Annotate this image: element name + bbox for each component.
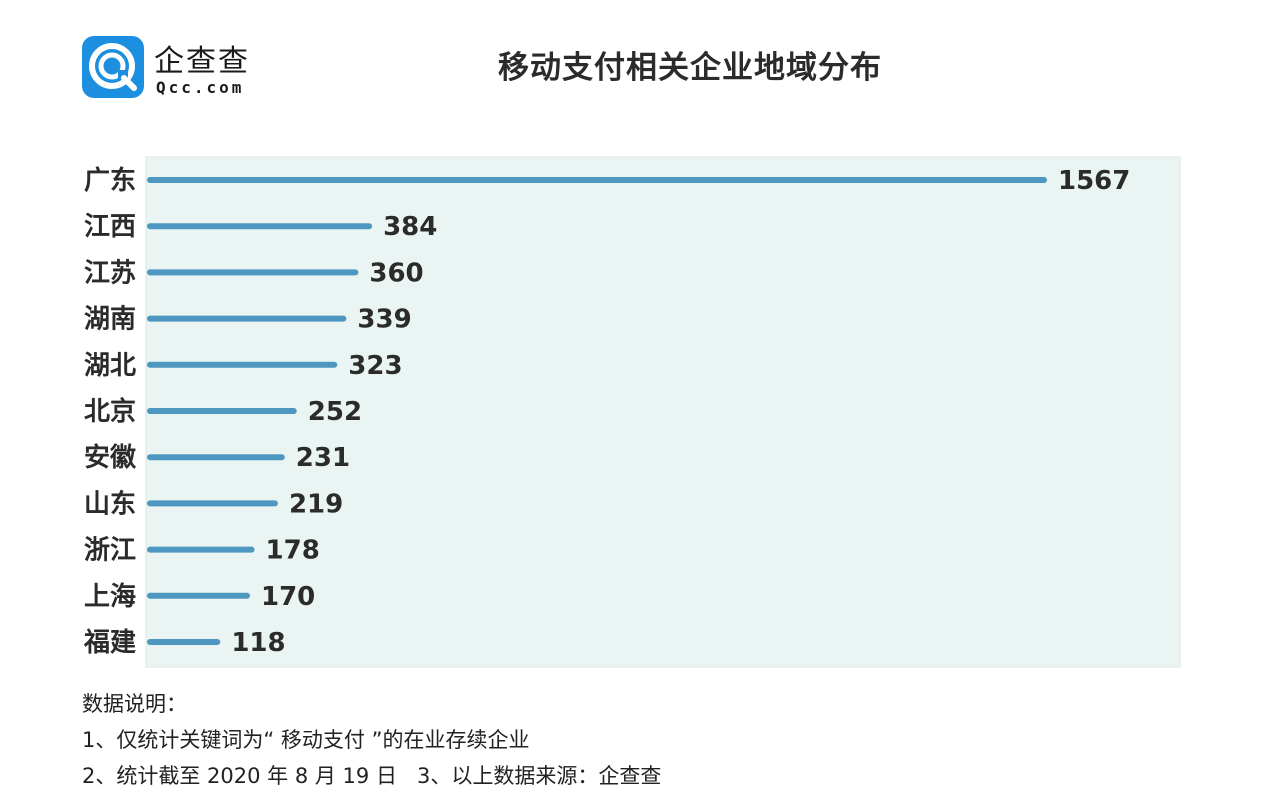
value-label-10: 118	[231, 628, 285, 658]
category-label-8: 浙江	[84, 536, 136, 566]
brand-domain: Qcc.com	[156, 78, 245, 97]
bar-chart: 广东 1567 江西 384 江苏 360 湖南 339 湖北 323 北京 252 安徽 231 山东 21…	[83, 156, 1181, 668]
category-label-3: 湖南	[84, 305, 136, 335]
value-label-7: 219	[289, 489, 343, 519]
value-label-8: 178	[266, 536, 320, 566]
category-label-0: 广东	[84, 165, 136, 196]
value-label-3: 339	[357, 305, 411, 335]
category-label-6: 安徽	[84, 443, 137, 473]
notes-heading: 数据说明：	[82, 692, 187, 716]
notes-line-2: 2、统计截至 2020 年 8 月 19 日 3、以上数据来源：企查查	[82, 764, 662, 788]
value-label-0: 1567	[1058, 166, 1130, 196]
category-label-4: 湖北	[84, 351, 136, 381]
category-label-7: 山东	[84, 488, 136, 519]
value-label-9: 170	[261, 582, 315, 612]
category-label-1: 江西	[84, 212, 136, 242]
value-label-1: 384	[383, 212, 437, 242]
category-label-5: 北京	[84, 396, 136, 427]
value-label-5: 252	[308, 397, 362, 427]
notes-line-1: 1、仅统计关键词为“ 移动支付 ”的在业存续企业	[82, 728, 530, 752]
value-label-6: 231	[296, 443, 350, 473]
category-label-9: 上海	[84, 582, 136, 612]
value-label-2: 360	[369, 258, 423, 288]
category-label-2: 江苏	[84, 258, 136, 288]
qcc-logo-icon	[82, 36, 144, 98]
brand-name: 企查查	[154, 44, 250, 79]
value-label-4: 323	[348, 351, 402, 381]
chart-title: 移动支付相关企业地域分布	[498, 50, 882, 86]
data-notes: 数据说明： 1、仅统计关键词为“ 移动支付 ”的在业存续企业 2、统计截至 20…	[82, 686, 661, 794]
plot-area	[145, 156, 1181, 668]
category-label-10: 福建	[83, 628, 136, 658]
brand-logo: 企查查 Qcc.com	[82, 36, 282, 100]
